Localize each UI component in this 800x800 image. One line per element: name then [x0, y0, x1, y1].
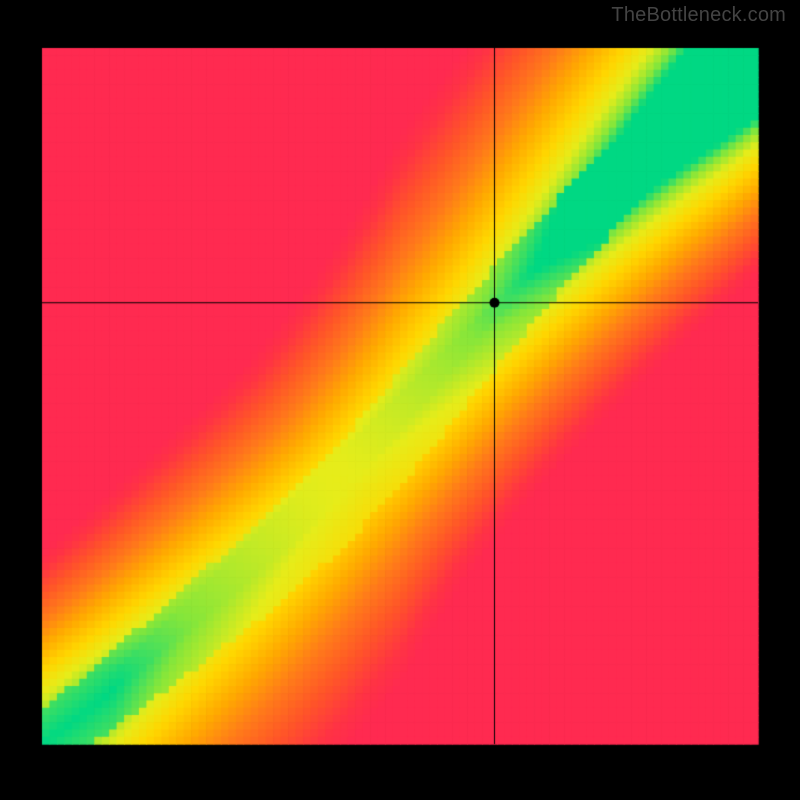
chart-container: { "attribution": "TheBottleneck.com", "c…	[0, 0, 800, 800]
bottleneck-heatmap	[0, 0, 800, 800]
attribution-text: TheBottleneck.com	[611, 4, 786, 27]
